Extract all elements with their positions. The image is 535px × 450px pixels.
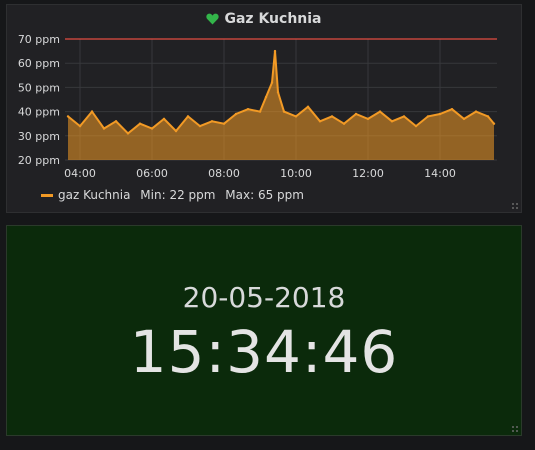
data-point	[270, 81, 274, 84]
data-point	[162, 117, 166, 121]
x-tick-label: 04:00	[64, 167, 96, 180]
x-tick-label: 14:00	[424, 167, 456, 180]
data-point	[378, 110, 382, 113]
data-point	[276, 91, 280, 94]
y-tick-label: 50 ppm	[18, 81, 60, 94]
data-point	[138, 122, 142, 125]
data-point	[78, 124, 82, 128]
y-tick-label: 40 ppm	[18, 106, 60, 119]
data-point	[282, 110, 286, 113]
data-point	[198, 124, 202, 128]
data-point	[390, 120, 394, 123]
data-point	[234, 112, 238, 116]
data-point	[126, 132, 130, 135]
data-point	[438, 112, 442, 116]
legend-max: Max: 65 ppm	[225, 188, 304, 202]
time-series-chart[interactable]: 20 ppm 30 ppm 40 ppm 50 ppm 60 ppm 70 ppm 04:0…	[7, 27, 521, 207]
data-point	[258, 110, 262, 113]
data-point	[474, 110, 478, 113]
data-point	[90, 110, 94, 113]
legend: gaz Kuchnia Min: 22 ppm Max: 65 ppm	[41, 188, 304, 202]
legend-min: Min: 22 ppm	[140, 188, 216, 202]
data-point	[186, 115, 190, 118]
data-point	[462, 117, 466, 121]
y-tick-label: 60 ppm	[18, 57, 60, 70]
series-line	[67, 51, 495, 135]
data-point	[318, 120, 322, 123]
heart-icon	[206, 13, 220, 29]
data-point	[246, 108, 250, 111]
data-point	[306, 105, 310, 109]
clock-time: 15:34:46	[129, 318, 399, 386]
data-point	[174, 129, 178, 133]
data-point	[150, 127, 154, 130]
x-tick-label: 08:00	[208, 167, 240, 180]
y-tick-label: 20 ppm	[18, 154, 60, 167]
data-point	[114, 120, 118, 123]
graph-title-text: Gaz Kuchnia	[224, 11, 322, 27]
data-point	[273, 49, 277, 53]
data-point	[414, 124, 418, 128]
x-tick-label: 06:00	[136, 167, 168, 180]
resize-handle-icon[interactable]	[511, 202, 519, 210]
clock-panel: 20-05-2018 15:34:46	[6, 225, 522, 436]
panel-title[interactable]: Gaz Kuchnia	[7, 11, 521, 29]
data-point	[366, 117, 370, 121]
legend-series-name[interactable]: gaz Kuchnia	[58, 188, 131, 202]
data-point	[426, 115, 430, 118]
data-point	[294, 115, 298, 118]
data-point	[492, 122, 496, 125]
x-tick-label: 12:00	[352, 167, 384, 180]
resize-handle-icon[interactable]	[511, 425, 519, 433]
data-point	[402, 115, 406, 118]
data-point	[210, 120, 214, 123]
legend-swatch[interactable]	[41, 194, 53, 197]
y-tick-label: 70 ppm	[18, 33, 60, 46]
series-area	[68, 51, 494, 160]
data-point	[102, 127, 106, 130]
graph-panel: Gaz Kuchnia 20 ppm 30 ppm 40 ppm 50 ppm 60 p…	[6, 4, 522, 213]
data-point	[264, 95, 268, 99]
data-point	[66, 115, 70, 118]
data-point	[222, 122, 226, 125]
data-point	[354, 112, 358, 116]
data-point	[450, 108, 454, 111]
data-point	[342, 122, 346, 125]
data-point	[330, 115, 334, 118]
x-tick-label: 10:00	[280, 167, 312, 180]
y-tick-label: 30 ppm	[18, 130, 60, 143]
clock-date: 20-05-2018	[182, 281, 346, 314]
data-point	[486, 115, 490, 118]
